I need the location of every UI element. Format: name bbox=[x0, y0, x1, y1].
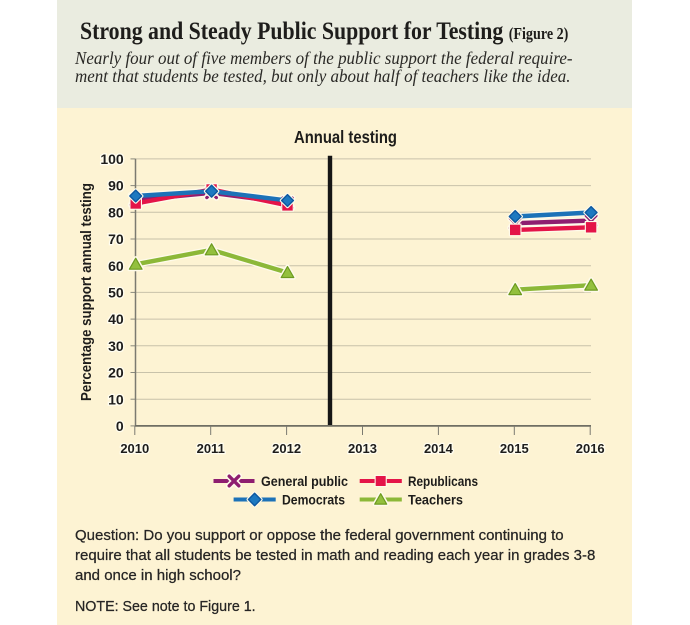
svg-text:Annual testing: Annual testing bbox=[294, 127, 397, 147]
svg-text:Percentage support annual test: Percentage support annual testing bbox=[78, 183, 95, 401]
svg-text:2013: 2013 bbox=[348, 441, 377, 456]
svg-text:2015: 2015 bbox=[500, 441, 529, 456]
svg-text:Teachers: Teachers bbox=[408, 491, 463, 507]
svg-text:100: 100 bbox=[100, 151, 124, 167]
svg-text:90: 90 bbox=[108, 178, 124, 194]
svg-text:2010: 2010 bbox=[120, 441, 149, 456]
svg-text:2012: 2012 bbox=[272, 441, 301, 456]
svg-text:50: 50 bbox=[108, 285, 124, 301]
svg-text:2016: 2016 bbox=[576, 441, 605, 456]
svg-text:Republicans: Republicans bbox=[408, 473, 478, 489]
svg-text:Democrats: Democrats bbox=[282, 491, 345, 507]
svg-text:40: 40 bbox=[108, 311, 124, 327]
svg-text:80: 80 bbox=[108, 204, 124, 220]
svg-text:2014: 2014 bbox=[424, 441, 454, 456]
svg-text:2011: 2011 bbox=[197, 441, 225, 456]
svg-text:30: 30 bbox=[108, 338, 124, 354]
svg-text:10: 10 bbox=[108, 391, 124, 407]
svg-text:60: 60 bbox=[108, 258, 124, 274]
svg-text:General public: General public bbox=[261, 473, 348, 489]
svg-text:0: 0 bbox=[116, 418, 124, 434]
svg-text:70: 70 bbox=[108, 231, 124, 247]
svg-text:20: 20 bbox=[108, 365, 124, 381]
